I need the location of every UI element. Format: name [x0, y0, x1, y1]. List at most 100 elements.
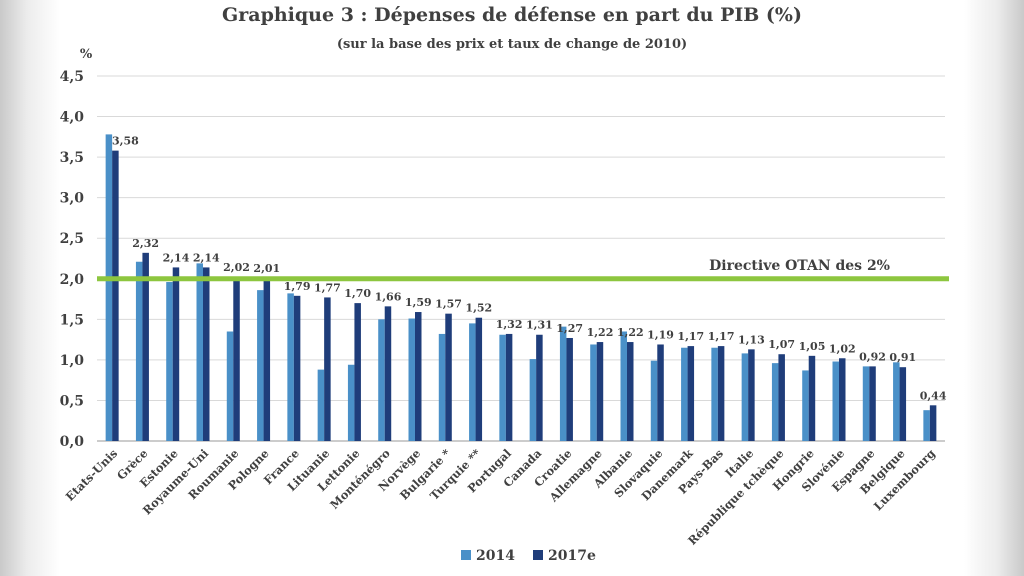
- data-label: 2,14: [163, 251, 190, 264]
- bar-2017e: [354, 303, 361, 441]
- bar-2014: [196, 263, 203, 441]
- data-label: 2,32: [132, 237, 159, 250]
- bar-2014: [711, 347, 718, 441]
- bar-2014: [438, 333, 446, 441]
- y-tick-label: 4,5: [60, 69, 84, 85]
- data-label: 1,59: [405, 296, 432, 309]
- bar-2017e: [263, 277, 271, 441]
- y-tick-label: 3,5: [60, 150, 84, 166]
- bar-2014: [771, 363, 779, 441]
- data-label: 1,22: [617, 326, 644, 339]
- bar-2014: [741, 353, 749, 441]
- data-label: 1,79: [284, 280, 311, 293]
- bar-2017e: [475, 317, 483, 441]
- y-tick-label: 2,5: [60, 231, 84, 247]
- bar-2014: [802, 370, 809, 441]
- data-label: 1,70: [344, 287, 371, 300]
- bar-2017e: [142, 252, 149, 441]
- bar-2017e: [929, 405, 937, 441]
- legend-label-2014: 2014: [476, 548, 515, 564]
- chart-subtitle: (sur la base des prix et taux de change …: [336, 37, 688, 52]
- reference-line-label: Directive OTAN des 2%: [709, 258, 890, 274]
- bar-2014: [559, 326, 567, 441]
- data-label: 2,01: [253, 262, 280, 275]
- chart-title: Graphique 3 : Dépenses de défense en par…: [222, 4, 802, 26]
- bar-2017e: [657, 344, 664, 441]
- bar-2017e: [778, 354, 785, 441]
- bar-2014: [499, 334, 506, 441]
- bar-2017e: [445, 313, 452, 441]
- data-label: 2,02: [223, 261, 250, 274]
- bar-2014: [287, 293, 294, 441]
- bar-2017e: [566, 337, 573, 441]
- data-label: 1,22: [587, 326, 614, 339]
- data-label: 1,31: [526, 319, 553, 332]
- bar-2014: [893, 362, 900, 441]
- bar-2017e: [415, 312, 422, 441]
- data-label: 1,02: [829, 342, 856, 355]
- bar-2014: [650, 360, 658, 441]
- data-label: 1,66: [375, 290, 402, 303]
- bar-2017e: [748, 349, 755, 441]
- legend-swatch-2017e: [533, 550, 543, 560]
- bar-2014: [620, 331, 627, 441]
- bar-2014: [347, 364, 355, 441]
- bar-2014: [226, 331, 234, 441]
- bar-2017e: [384, 306, 392, 441]
- bar-2014: [862, 366, 870, 441]
- bar-2017e: [627, 342, 634, 441]
- y-tick-label: 2,0: [60, 272, 85, 288]
- data-label: 3,58: [112, 135, 139, 148]
- bar-2017e: [869, 366, 876, 441]
- bar-2014: [832, 361, 839, 441]
- bar-2017e: [839, 358, 846, 441]
- bar-2017e: [536, 334, 543, 441]
- bar-2017e: [596, 342, 604, 441]
- y-axis-label: %: [80, 47, 93, 62]
- right-shadow: [964, 0, 1024, 576]
- data-label: 1,05: [799, 340, 826, 353]
- bar-2017e: [505, 333, 513, 441]
- y-tick-label: 3,0: [60, 191, 85, 207]
- data-label: 1,17: [677, 330, 704, 343]
- bar-2014: [923, 410, 930, 441]
- data-label: 1,13: [738, 333, 765, 346]
- bar-2017e: [112, 150, 119, 441]
- bar-2014: [135, 261, 143, 441]
- bar-2014: [529, 359, 537, 441]
- y-tick-label: 0,0: [60, 434, 85, 450]
- data-label: 1,17: [708, 330, 735, 343]
- data-label: 1,52: [465, 302, 492, 315]
- y-tick-label: 4,0: [60, 110, 85, 126]
- bar-2017e: [293, 295, 301, 441]
- x-tick-label: Etats-Unis: [63, 446, 121, 504]
- bar-2014: [257, 290, 264, 441]
- bar-2017e: [899, 367, 907, 441]
- bar-2014: [408, 318, 415, 441]
- bar-2014: [105, 134, 113, 441]
- bar-2014: [469, 323, 476, 441]
- bar-2014: [590, 344, 597, 441]
- data-label: 0,92: [859, 350, 886, 363]
- bar-2017e: [717, 346, 725, 441]
- bar-2017e: [172, 267, 180, 441]
- bar-2017e: [687, 346, 695, 441]
- data-label: 0,91: [889, 351, 916, 364]
- y-tick-label: 0,5: [60, 393, 84, 409]
- bar-2014: [378, 319, 385, 441]
- legend-swatch-2014: [461, 550, 471, 560]
- data-label: 2,14: [193, 251, 220, 264]
- bar-2014: [166, 282, 173, 441]
- data-label: 1,07: [768, 338, 795, 351]
- data-label: 1,19: [647, 328, 674, 341]
- left-shadow: [0, 0, 60, 576]
- legend-label-2017e: 2017e: [548, 548, 596, 564]
- y-tick-label: 1,5: [60, 312, 84, 328]
- data-label: 0,44: [920, 389, 947, 402]
- data-label: 1,77: [314, 281, 341, 294]
- data-label: 1,57: [435, 298, 462, 311]
- bar-2017e: [203, 267, 210, 441]
- data-label: 1,27: [556, 322, 583, 335]
